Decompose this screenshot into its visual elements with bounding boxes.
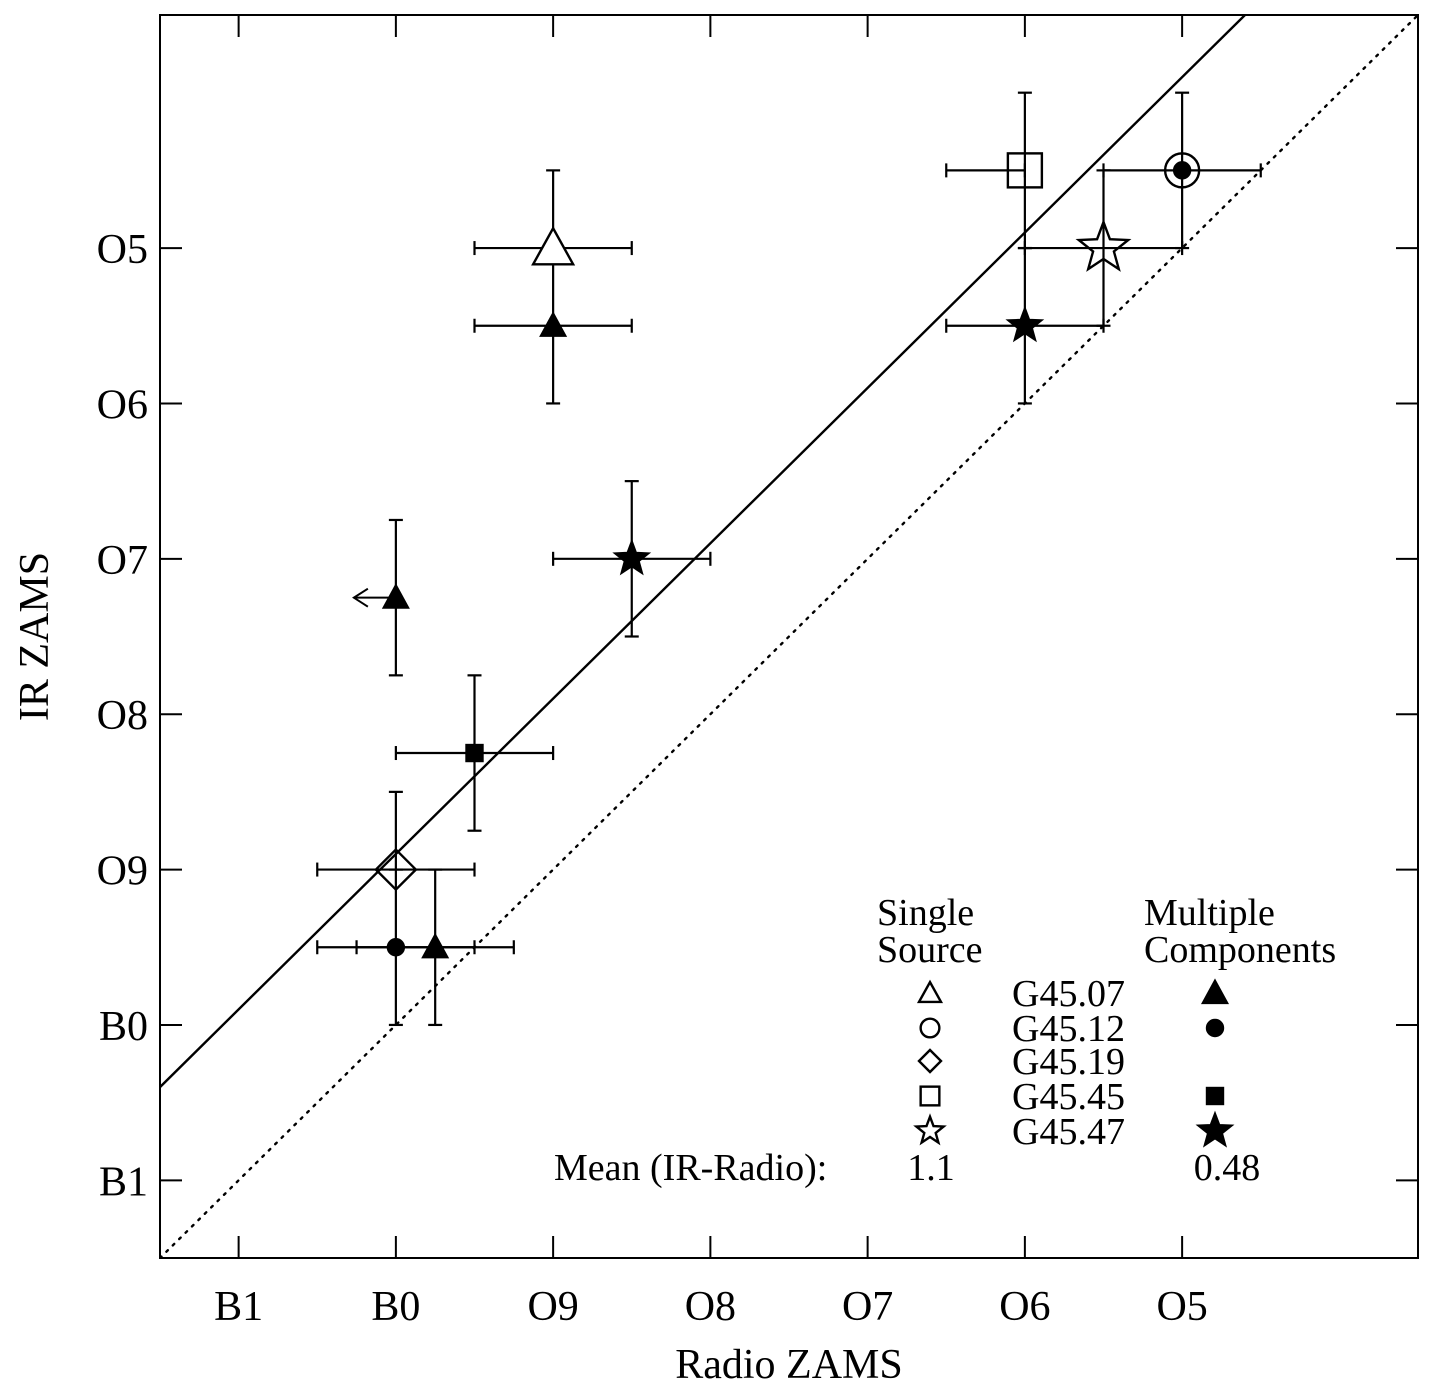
x-tick-label: O9 [527,1284,578,1330]
square-filled-marker [1205,1086,1225,1106]
x-tick-label: O8 [685,1284,736,1330]
y-tick-label: O6 [97,382,148,428]
triangle-open-marker [916,979,944,1004]
error-bars [316,91,1262,1027]
circle-filled-marker [1172,161,1192,180]
legend-markers [913,978,1235,1148]
x-tick-label: B0 [371,1284,420,1330]
star-open-marker [1075,218,1132,272]
legend-multiple-header-line2: Components [1144,929,1336,971]
reference-lines [160,15,1418,1258]
circle-filled-marker [386,938,406,957]
one-to-one-dotted-line [160,15,1418,1258]
data-points [374,152,1201,959]
x-tick-label: B1 [214,1284,263,1330]
upper-limit-arrowhead [352,587,369,608]
y-tick-label: O9 [97,849,148,895]
triangle-filled-marker [421,932,450,959]
y-tick-label: O8 [97,693,148,739]
star-filled-marker [1005,305,1045,343]
triangle-filled-marker [381,583,410,609]
triangle-open-marker [531,225,576,266]
tick-labels: B1 B0 O9 O8 O7 O6 O5 B1 B0 O9 O8 O7 O6 O5 [97,227,1208,1330]
diamond-open-marker [917,1048,943,1074]
legend-source-name: G45.19 [1012,1041,1125,1083]
plot-frame [159,14,1419,1259]
square-open-marker [1006,152,1044,189]
legend-mean-label: Mean (IR-Radio): [554,1147,827,1189]
legend-multiple-header-line1: Multiple [1144,892,1275,934]
legend-source-name: G45.45 [1012,1076,1125,1118]
y-tick-label: O7 [97,538,148,584]
star-open-marker [913,1113,947,1146]
y-tick-label: B0 [99,1004,148,1050]
x-tick-label: O6 [999,1284,1050,1330]
legend-mean-single-value: 1.1 [907,1147,955,1189]
circle-open-marker [919,1017,941,1039]
triangle-filled-marker [1200,978,1230,1005]
star-filled-marker [1195,1110,1235,1148]
star-filled-marker [612,538,652,576]
legend-source-name: G45.07 [1012,973,1125,1015]
square-filled-marker [465,743,484,763]
fit-solid-line [160,15,1247,1088]
diamond-open-marker [374,847,418,892]
x-tick-label: O7 [842,1284,893,1330]
legend-single-header-line2: Source [877,929,983,971]
legend-single-header-line1: Single [877,892,974,934]
circle-open-marker [1163,152,1201,189]
triangle-filled-marker [539,311,568,337]
y-tick-label: O5 [97,227,148,273]
x-axis-title: Radio ZAMS [675,1342,903,1386]
legend-mean-multiple-value: 0.48 [1194,1147,1261,1189]
tick-layer [160,15,1418,1258]
legend-source-name: G45.47 [1012,1111,1125,1153]
y-axis-title: IR ZAMS [12,552,58,721]
circle-filled-marker [1205,1018,1225,1038]
legend: Single Source Multiple Components G45.07… [554,892,1336,1189]
y-tick-label: B1 [99,1159,148,1205]
square-open-marker [919,1085,941,1107]
x-tick-label: O5 [1156,1284,1207,1330]
legend-source-name: G45.12 [1012,1008,1125,1050]
